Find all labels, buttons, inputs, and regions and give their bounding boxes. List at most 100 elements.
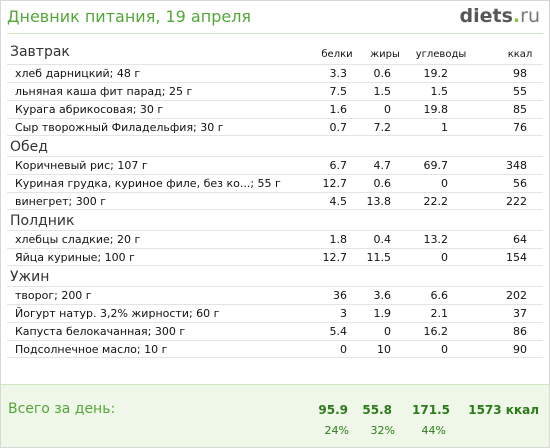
kcal-value: 56: [513, 177, 527, 190]
protein-value: 5.4: [329, 325, 348, 338]
column-header-protein: белки: [321, 49, 353, 60]
protein-value: 7.5: [329, 85, 348, 98]
kcal-value: 37: [513, 307, 527, 320]
protein-value: 0: [340, 343, 347, 356]
fat-value: 1.5: [373, 85, 392, 98]
meal-header-snack: Полдник: [7, 210, 543, 230]
meal-title: Ужин: [10, 269, 50, 285]
fat-value: 3.6: [373, 289, 392, 302]
nutrition-table: Завтрак белки жиры углеводы ккал хлеб да…: [7, 44, 543, 358]
carbs-value: 13.2: [423, 233, 449, 246]
food-name: хлеб дарницкий; 48 г: [15, 67, 141, 80]
protein-value: 3: [340, 307, 347, 320]
column-header-fat: жиры: [370, 49, 400, 60]
page-title: Дневник питания, 19 апреля: [7, 7, 252, 26]
header-divider: [7, 33, 543, 34]
food-name: Коричневый рис; 107 г: [15, 159, 148, 172]
total-kcal: 1573 ккал: [468, 403, 539, 417]
logo-tld: ru: [520, 5, 540, 27]
food-name: Йогурт натур. 3,2% жирности; 60 г: [15, 307, 220, 320]
kcal-value: 64: [513, 233, 527, 246]
meal-title: Завтрак: [10, 44, 70, 60]
table-row: Курага абрикосовая; 30 г 1.6 0 19.8 85: [7, 100, 543, 118]
carbs-value: 22.2: [423, 195, 449, 208]
kcal-value: 98: [513, 67, 527, 80]
table-row: хлебцы сладкие; 20 г 1.8 0.4 13.2 64: [7, 230, 543, 248]
food-name: Капуста белокачанная; 300 г: [15, 325, 186, 338]
fat-value: 4.7: [373, 159, 392, 172]
kcal-value: 154: [506, 251, 527, 264]
food-name: хлебцы сладкие; 20 г: [15, 233, 141, 246]
meal-rows-dinner: творог; 200 г 36 3.6 6.6 202 Йогурт натур. 3…: [7, 286, 543, 358]
column-header-carbs: углеводы: [415, 49, 467, 60]
carbs-value: 69.7: [423, 159, 449, 172]
kcal-value: 55: [513, 85, 527, 98]
table-row: Йогурт натур. 3,2% жирности; 60 г 3 1.9 2.1…: [7, 304, 543, 322]
kcal-value: 222: [506, 195, 527, 208]
meal-rows-breakfast: хлеб дарницкий; 48 г 3.3 0.6 19.2 98 льняная…: [7, 64, 543, 136]
protein-percent: 24%: [324, 424, 349, 437]
carbs-value: 0: [441, 177, 448, 190]
total-carbs: 171.5: [412, 403, 450, 417]
carbs-value: 1: [441, 121, 448, 134]
protein-value: 0.7: [329, 121, 348, 134]
table-row: Яйца куриные; 100 г 12.7 11.5 0 154: [7, 248, 543, 266]
food-name: Курага абрикосовая; 30 г: [15, 103, 164, 116]
fat-value: 1.9: [373, 307, 392, 320]
fat-value: 10: [377, 343, 391, 356]
carbs-value: 16.2: [423, 325, 449, 338]
fat-value: 0: [384, 325, 391, 338]
meal-title: Полдник: [10, 213, 75, 229]
meal-title: Обед: [10, 139, 48, 155]
protein-value: 3.3: [329, 67, 348, 80]
protein-value: 1.8: [329, 233, 348, 246]
table-row: хлеб дарницкий; 48 г 3.3 0.6 19.2 98: [7, 64, 543, 82]
fat-value: 0.4: [373, 233, 392, 246]
meal-rows-snack: хлебцы сладкие; 20 г 1.8 0.4 13.2 64 Яйца ку…: [7, 230, 543, 266]
footer-divider: [1, 384, 549, 385]
total-protein: 95.9: [318, 403, 348, 417]
carbs-percent: 44%: [421, 424, 446, 437]
logo-dot: .: [512, 5, 521, 27]
fat-value: 0.6: [373, 67, 392, 80]
carbs-value: 19.8: [423, 103, 449, 116]
totals-label: Всего за день:: [8, 401, 116, 417]
carbs-value: 6.6: [430, 289, 449, 302]
fat-value: 0.6: [373, 177, 392, 190]
carbs-value: 0: [441, 251, 448, 264]
kcal-value: 76: [513, 121, 527, 134]
meal-rows-lunch: Коричневый рис; 107 г 6.7 4.7 69.7 348 Курин…: [7, 156, 543, 210]
table-row: Капуста белокачанная; 300 г 5.4 0 16.2 86: [7, 322, 543, 340]
food-name: льняная каша фит парад; 25 г: [15, 85, 193, 98]
food-name: Яйца куриные; 100 г: [15, 251, 135, 264]
table-row: Коричневый рис; 107 г 6.7 4.7 69.7 348: [7, 156, 543, 174]
protein-value: 4.5: [329, 195, 348, 208]
table-row: творог; 200 г 36 3.6 6.6 202: [7, 286, 543, 304]
fat-value: 7.2: [373, 121, 392, 134]
food-name: творог; 200 г: [15, 289, 92, 302]
header: Дневник питания, 19 апреля diets.ru: [0, 0, 550, 36]
protein-value: 6.7: [329, 159, 348, 172]
kcal-value: 202: [506, 289, 527, 302]
food-name: винегрет; 300 г: [15, 195, 107, 208]
total-fat: 55.8: [362, 403, 392, 417]
table-row: Подсолнечное масло; 10 г 0 10 0 90: [7, 340, 543, 358]
carbs-value: 19.2: [423, 67, 449, 80]
fat-percent: 32%: [370, 424, 395, 437]
protein-value: 12.7: [322, 251, 348, 264]
column-header-kcal: ккал: [507, 49, 533, 60]
fat-value: 11.5: [366, 251, 392, 264]
logo-main: diets: [459, 5, 513, 27]
kcal-value: 90: [513, 343, 527, 356]
protein-value: 36: [333, 289, 347, 302]
protein-value: 1.6: [329, 103, 348, 116]
table-row: Куриная грудка, куриное филе, без ко...;…: [7, 174, 543, 192]
table-row: Сыр творожный Филадельфия; 30 г 0.7 7.2 1 76: [7, 118, 543, 136]
site-logo[interactable]: diets.ru: [460, 5, 540, 27]
fat-value: 13.8: [366, 195, 392, 208]
table-row: льняная каша фит парад; 25 г 7.5 1.5 1.5 55: [7, 82, 543, 100]
food-name: Сыр творожный Филадельфия; 30 г: [15, 121, 224, 134]
meal-header-lunch: Обед: [7, 136, 543, 156]
daily-totals: Всего за день: 95.9 55.8 171.5 1573 ккал…: [1, 385, 549, 447]
fat-value: 0: [384, 103, 391, 116]
